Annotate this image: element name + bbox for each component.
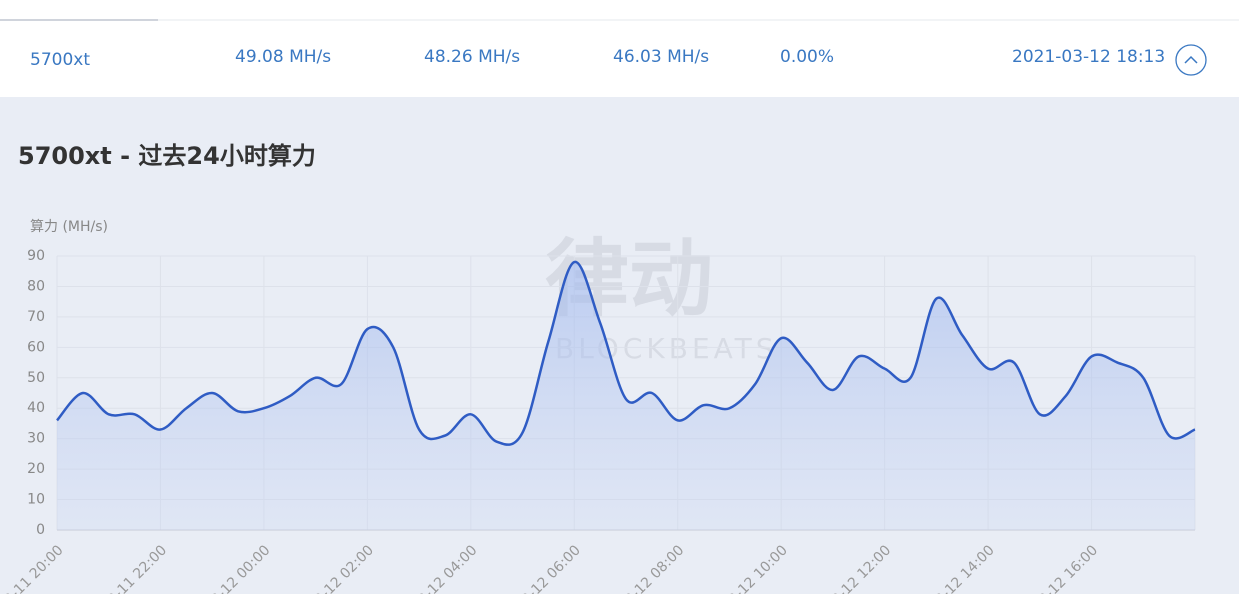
cell: 48.26 MH/s (424, 47, 520, 67)
x-tick-label: 03-12 00:00 (202, 542, 274, 594)
x-tick-label: 03-12 04:00 (409, 542, 481, 594)
y-tick-label: 90 (27, 248, 45, 264)
y-tick-label: 20 (27, 461, 45, 477)
cell: 0.00% (780, 47, 834, 67)
x-tick-label: 03-11 22:00 (98, 542, 170, 594)
table-panel (0, 0, 1239, 97)
cell: 5700xt (30, 50, 90, 70)
chart-title: 5700xt - 过去24小时算力 (18, 142, 316, 170)
x-tick-label: 03-12 14:00 (926, 542, 998, 594)
y-tick-label: 60 (27, 339, 45, 355)
cell: 49.08 MH/s (235, 47, 331, 67)
x-tick-label: 03-12 16:00 (1029, 542, 1101, 594)
y-tick-label: 10 (27, 492, 45, 508)
cell: 2021-03-12 18:13 (1012, 47, 1165, 67)
y-tick-label: 40 (27, 400, 45, 416)
y-tick-label: 30 (27, 431, 45, 447)
y-tick-label: 50 (27, 370, 45, 386)
x-tick-label: 03-12 12:00 (823, 542, 895, 594)
x-tick-label: 03-12 02:00 (305, 542, 377, 594)
x-tick-label: 03-11 20:00 (0, 542, 67, 594)
x-tick-label: 03-12 06:00 (512, 542, 584, 594)
area (57, 261, 1195, 530)
y-tick-label: 70 (27, 309, 45, 325)
y-tick-label: 80 (27, 278, 45, 294)
x-tick-label: 03-12 08:00 (616, 542, 688, 594)
y-axis-label: 算力 (MH/s) (30, 219, 108, 235)
table-row: 5700xt 49.08 MH/s 48.26 MH/s 46.03 MH/s … (30, 47, 1165, 70)
collapse-button[interactable] (1175, 44, 1207, 76)
line (56, 260, 1196, 446)
y-tick-label: 0 (36, 522, 45, 538)
cell: 46.03 MH/s (613, 47, 709, 67)
x-tick-label: 03-12 10:00 (719, 542, 791, 594)
